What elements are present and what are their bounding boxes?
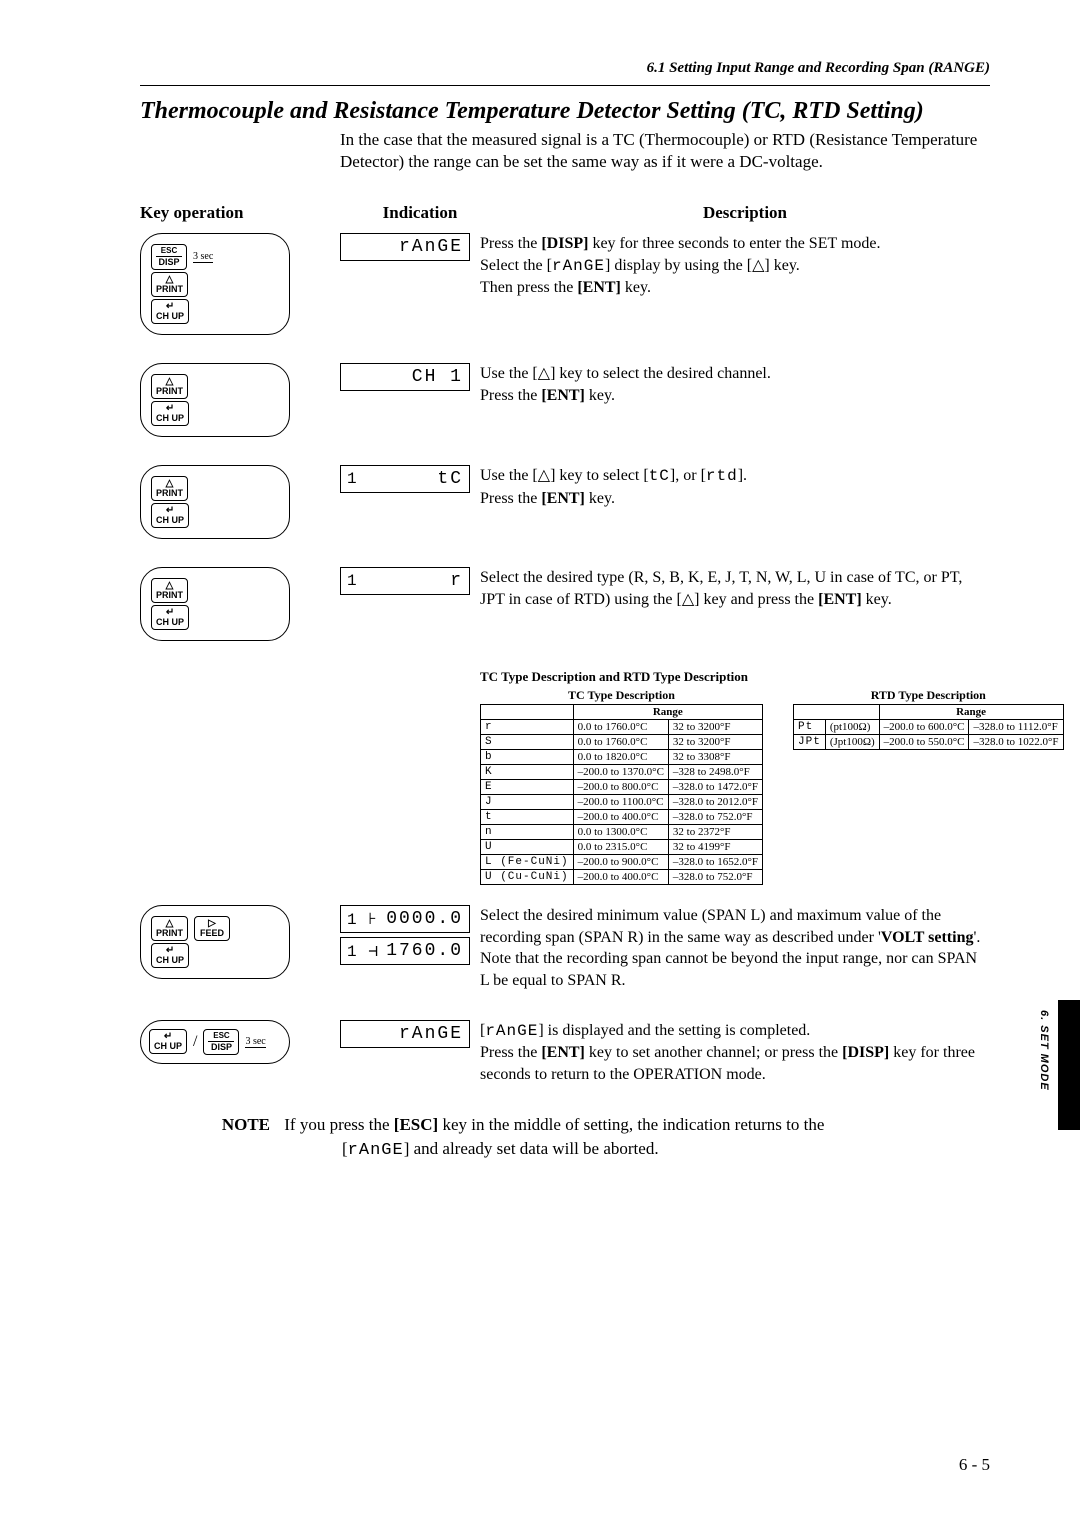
tc-table: Range r0.0 to 1760.0°C32 to 3200°FS0.0 t…	[480, 704, 763, 885]
page-header: 6.1 Setting Input Range and Recording Sp…	[140, 60, 990, 77]
step-6: ↵CH UP / ESCDISP 3 sec rAnGE [rAnGE] is …	[140, 1020, 990, 1086]
header-rule	[140, 85, 990, 86]
table-row: JPt(Jpt100Ω)–200.0 to 550.0°C–328.0 to 1…	[794, 735, 1064, 750]
step1-desc: Press the [DISP] key for three seconds t…	[480, 233, 990, 299]
key-bubble: ↵CH UP / ESCDISP 3 sec	[140, 1020, 290, 1064]
print-key: △PRINT	[151, 272, 188, 297]
table-row: L (Fe-CuNi)–200.0 to 900.0°C–328.0 to 16…	[481, 855, 763, 870]
key-bubble: △PRINT ▷FEED ↵CH UP	[140, 905, 290, 979]
table-row: n0.0 to 1300.0°C32 to 2372°F	[481, 825, 763, 840]
key-bubble: ESCDISP 3 sec △PRINT ↵CH UP	[140, 233, 290, 335]
sec3-label: 3 sec	[193, 251, 213, 263]
display-box: rAnGE	[340, 233, 470, 261]
table-row: t–200.0 to 400.0°C–328.0 to 752.0°F	[481, 810, 763, 825]
table-row: U0.0 to 2315.0°C32 to 4199°F	[481, 840, 763, 855]
print-key: △PRINT	[151, 476, 188, 501]
table-row: Pt(pt100Ω)–200.0 to 600.0°C–328.0 to 111…	[794, 720, 1064, 735]
note-label: NOTE	[200, 1113, 270, 1137]
table-row: S0.0 to 1760.0°C32 to 3200°F	[481, 735, 763, 750]
col-ind-head: Indication	[340, 203, 500, 223]
table-row: K–200.0 to 1370.0°C–328 to 2498.0°F	[481, 765, 763, 780]
col-desc-head: Description	[500, 203, 990, 223]
step5-desc: Select the desired minimum value (SPAN L…	[480, 905, 990, 991]
display-box: 1r	[340, 567, 470, 595]
chup-key: ↵CH UP	[151, 943, 189, 968]
page-number: 6 - 5	[959, 1455, 990, 1475]
disp-key: ESCDISP	[203, 1029, 239, 1055]
step-5: △PRINT ▷FEED ↵CH UP 1 ⊦0000.0 1 ⊣1760.0 …	[140, 905, 990, 991]
key-bubble: △PRINT ↵CH UP	[140, 567, 290, 641]
side-section-label: 6. SET MODE	[1038, 1010, 1050, 1091]
chup-key: ↵CH UP	[151, 503, 189, 528]
step-4: △PRINT ↵CH UP 1r Select the desired type…	[140, 567, 990, 641]
chup-key: ↵CH UP	[151, 401, 189, 426]
table-row: E–200.0 to 800.0°C–328.0 to 1472.0°F	[481, 780, 763, 795]
print-key: △PRINT	[151, 374, 188, 399]
note-block: NOTE If you press the [ESC] key in the m…	[200, 1113, 990, 1163]
column-headers: Key operation Indication Description	[140, 203, 990, 223]
step2-desc: Use the [△] key to select the desired ch…	[480, 363, 990, 406]
display-box: rAnGE	[340, 1020, 470, 1048]
display-box: CH 1	[340, 363, 470, 391]
step3-desc: Use the [△] key to select [tC], or [rtd]…	[480, 465, 990, 509]
slash: /	[193, 1033, 197, 1051]
step-1: ESCDISP 3 sec △PRINT ↵CH UP rAnGE Press t…	[140, 233, 990, 335]
chup-key: ↵CH UP	[151, 299, 189, 324]
table-row: b0.0 to 1820.0°C32 to 3308°F	[481, 750, 763, 765]
sec3-label: 3 sec	[245, 1036, 265, 1048]
print-key: △PRINT	[151, 916, 188, 941]
step-3: △PRINT ↵CH UP 1tC Use the [△] key to sel…	[140, 465, 990, 539]
key-bubble: △PRINT ↵CH UP	[140, 363, 290, 437]
display-box: 1 ⊦0000.0	[340, 905, 470, 933]
section-title: Thermocouple and Resistance Temperature …	[140, 98, 990, 125]
step4-desc: Select the desired type (R, S, B, K, E, …	[480, 567, 990, 610]
tc-table-head: TC Type Description	[480, 688, 763, 703]
disp-key: ESCDISP	[151, 244, 187, 270]
chup-key: ↵CH UP	[151, 605, 189, 630]
tables-title: TC Type Description and RTD Type Descrip…	[480, 669, 990, 685]
rtd-table-head: RTD Type Description	[793, 688, 1064, 703]
display-box: 1tC	[340, 465, 470, 493]
rtd-table: Range Pt(pt100Ω)–200.0 to 600.0°C–328.0 …	[793, 704, 1064, 750]
print-key: △PRINT	[151, 578, 188, 603]
table-row: J–200.0 to 1100.0°C–328.0 to 2012.0°F	[481, 795, 763, 810]
step6-desc: [rAnGE] is displayed and the setting is …	[480, 1020, 990, 1086]
display-box: 1 ⊣1760.0	[340, 937, 470, 965]
table-row: r0.0 to 1760.0°C32 to 3200°F	[481, 720, 763, 735]
key-bubble: △PRINT ↵CH UP	[140, 465, 290, 539]
table-row: U (Cu-CuNi)–200.0 to 400.0°C–328.0 to 75…	[481, 870, 763, 885]
intro-text: In the case that the measured signal is …	[340, 129, 990, 173]
chup-key: ↵CH UP	[149, 1029, 187, 1054]
type-tables: TC Type Description and RTD Type Descrip…	[480, 669, 990, 885]
step-2: △PRINT ↵CH UP CH 1 Use the [△] key to se…	[140, 363, 990, 437]
feed-key: ▷FEED	[194, 916, 230, 941]
col-key-head: Key operation	[140, 203, 340, 223]
side-tab	[1058, 1000, 1080, 1130]
